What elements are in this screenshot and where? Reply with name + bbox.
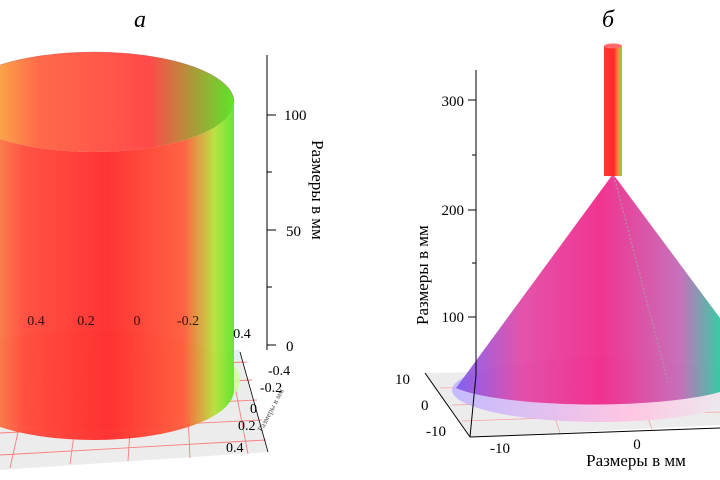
panel-a-vtick-label: 0: [286, 339, 294, 355]
cylinder-top-rim: [0, 51, 235, 103]
panel-a-ytick-label: 0.2: [238, 419, 256, 434]
panel-b-depth-axis: [424, 372, 720, 438]
panel-a-ytick-label: -0.4: [268, 364, 290, 379]
cone-stem-top: [604, 43, 622, 49]
panel-a-ytick-label: 0.4: [226, 441, 244, 456]
panel-b-xtick-label: 0: [633, 437, 641, 453]
panel-b-axis-title: Размеры в мм: [413, 225, 432, 325]
panel-a-vtick-label: 50: [286, 224, 301, 240]
panel-b-ytick-label: 0: [421, 398, 429, 414]
panel-a-xtick-label: 0.2: [77, 314, 95, 329]
panel-b-label: б: [602, 7, 615, 33]
panel-a-xtick-label: 0.4: [27, 314, 45, 329]
panel-a-label: а: [134, 7, 146, 33]
panel-b-x-axis-title: Размеры в мм: [586, 451, 686, 470]
panel-b-ytick-label: 10: [395, 372, 410, 388]
panel-b-xtick-label: -10: [490, 441, 510, 457]
panel-b-ytick-label: -10: [426, 424, 446, 440]
panel-a: а 0 50 100: [0, 7, 327, 470]
panel-a-ytick-label: 0: [250, 402, 257, 417]
panel-a-axis-title: Размеры в мм: [308, 140, 327, 240]
cylinder-inner-wall: [0, 52, 234, 152]
panel-a-vtick-label: 100: [284, 108, 307, 124]
panel-b-vtick-label: 100: [442, 310, 465, 326]
panel-a-vertical-axis: [266, 55, 276, 350]
panel-a-y-axis: [239, 351, 269, 453]
cylinder-body: [0, 102, 234, 440]
panel-b-vtick-label: 200: [442, 203, 465, 219]
panel-a-xtick-label: 0.4: [233, 327, 251, 342]
cone-seam: [613, 175, 669, 383]
cone-stem: [604, 46, 622, 176]
cone-body: [456, 174, 720, 405]
panel-b: б 100 200 300 Размеры в мм: [395, 7, 720, 470]
panel-b-vertical-axis: [468, 70, 477, 375]
panel-a-xtick-label: 0: [134, 314, 141, 329]
panel-a-ytick-label: -0.2: [260, 381, 282, 396]
panel-b-vtick-label: 300: [442, 94, 465, 110]
panel-a-xtick-label: -0.2: [177, 314, 199, 329]
